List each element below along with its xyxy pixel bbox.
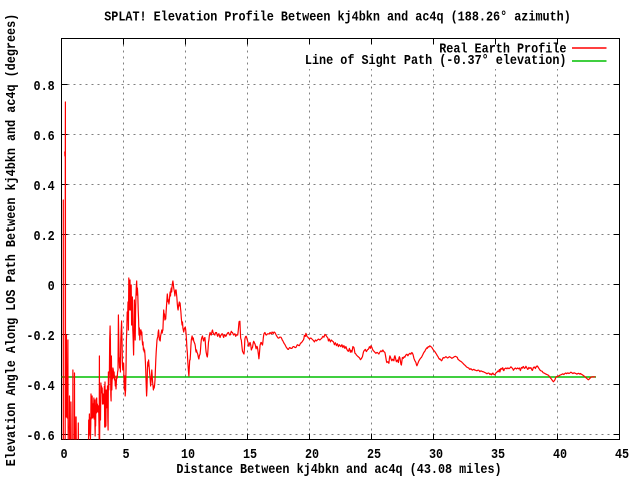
svg-text:Elevation Angle Along LOS Path: Elevation Angle Along LOS Path Between k… (5, 14, 20, 467)
svg-text:15: 15 (243, 448, 257, 463)
svg-text:20: 20 (305, 448, 319, 463)
svg-text:Real Earth Profile: Real Earth Profile (439, 43, 566, 58)
svg-text:45: 45 (615, 448, 629, 463)
svg-text:-0.4: -0.4 (26, 380, 54, 395)
svg-text:10: 10 (181, 448, 195, 463)
svg-text:SPLAT! Elevation Profile Betwe: SPLAT! Elevation Profile Between kj4bkn … (104, 11, 571, 26)
svg-text:25: 25 (367, 448, 381, 463)
svg-text:-0.6: -0.6 (26, 430, 54, 445)
svg-text:0.8: 0.8 (34, 80, 55, 95)
svg-text:5: 5 (122, 448, 129, 463)
svg-text:0.6: 0.6 (34, 130, 55, 145)
svg-text:0: 0 (48, 280, 55, 295)
svg-text:-0.2: -0.2 (26, 330, 54, 345)
svg-text:Distance Between kj4bkn and ac: Distance Between kj4bkn and ac4q (43.08 … (176, 463, 501, 478)
svg-text:30: 30 (429, 448, 443, 463)
svg-text:0: 0 (60, 448, 67, 463)
svg-text:0.4: 0.4 (34, 180, 55, 195)
svg-text:40: 40 (553, 448, 567, 463)
svg-text:0.2: 0.2 (34, 230, 55, 245)
svg-text:Line of Sight Path (-0.37° ele: Line of Sight Path (-0.37° elevation) (305, 54, 567, 69)
svg-text:35: 35 (491, 448, 505, 463)
